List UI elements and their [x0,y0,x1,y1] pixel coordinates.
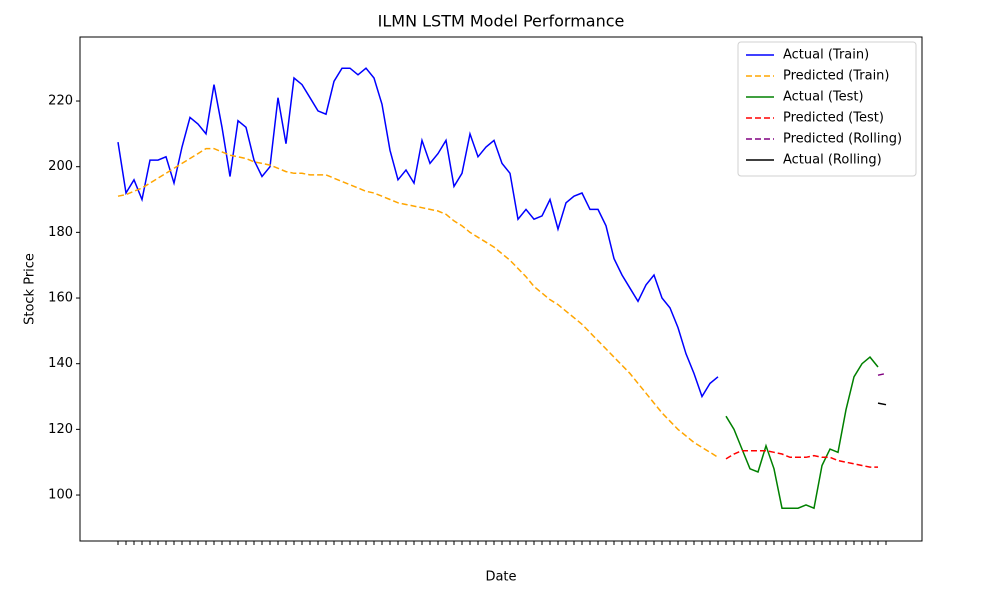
plot-area [117,67,887,510]
y-tick-label: 160 [48,291,73,306]
y-tick-label: 100 [48,488,73,503]
series-line [877,402,887,406]
axes-frame [79,36,923,542]
legend-label: Predicted (Test) [783,111,884,126]
x-axis-label: Date [485,570,516,585]
series-line [725,449,878,468]
legend-box [737,41,917,177]
legend-label: Predicted (Train) [783,69,890,84]
y-tick-label: 180 [48,225,73,240]
legend-label: Actual (Rolling) [783,153,882,168]
y-axis-label: Stock Price [23,253,38,325]
legend-label: Actual (Train) [783,48,869,63]
series-line [117,147,719,458]
y-tick-label: 200 [48,159,73,174]
series-line [117,67,719,399]
y-tick-label: 220 [48,94,73,109]
legend-label: Actual (Test) [783,90,864,105]
legend-label: Predicted (Rolling) [783,132,902,147]
series-line [877,372,887,376]
chart-title: ILMN LSTM Model Performance [378,12,625,31]
legend: Actual (Train) Predicted (Train) Actual (T… [737,41,917,177]
y-tick-label: 120 [48,422,73,437]
series-line [725,356,879,510]
y-tick-label: 140 [48,356,73,371]
